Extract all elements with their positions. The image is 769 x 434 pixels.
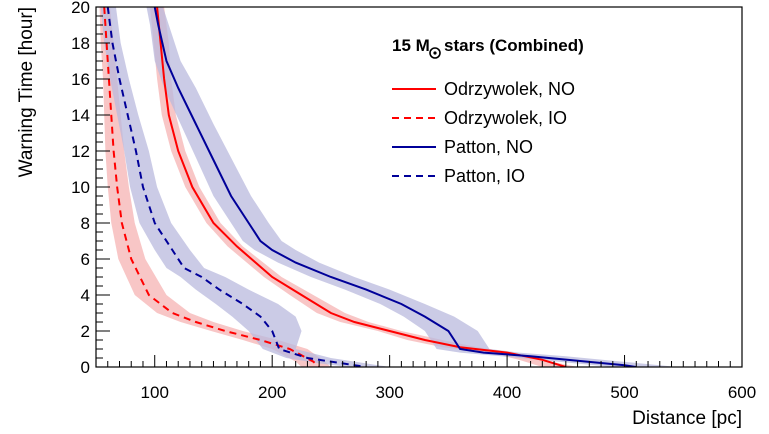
legend-label-patton-io: Patton, IO	[444, 166, 525, 186]
legend: 15 M stars (Combined) Odrzywolek, NOOdrz…	[392, 36, 584, 186]
line-patton-io	[106, 7, 367, 367]
tick-labels: 100 200 300 400 500 600 0 2 4 6 8 10 12 14 16 18 20	[71, 0, 756, 402]
legend-label-patton-no: Patton, NO	[444, 137, 533, 157]
y-axis-title: Warning Time [hour]	[16, 7, 37, 177]
uncertainty-bands	[99, 7, 678, 367]
y-tick-label: 4	[81, 286, 90, 305]
series-lines	[103, 7, 637, 367]
line-odrzywolek-no	[156, 7, 567, 367]
y-tick-label: 16	[71, 70, 90, 89]
y-tick-label: 20	[71, 0, 90, 17]
y-tick-label: 6	[81, 250, 90, 269]
legend-label-odrzywolek-io: Odrzywolek, IO	[444, 108, 567, 128]
axis-ticks	[95, 6, 743, 368]
x-axis-title: Distance [pc]	[632, 408, 742, 429]
x-tick-label: 600	[728, 383, 756, 402]
x-tick-label: 100	[141, 383, 169, 402]
legend-title: 15 M stars (Combined)	[392, 36, 584, 59]
legend-title-prefix: 15 M	[392, 36, 430, 55]
y-tick-label: 18	[71, 34, 90, 53]
legend-entries: Odrzywolek, NO Odrzywolek, IO Patton, NO Pa…	[392, 79, 575, 186]
y-tick-label: 8	[81, 214, 90, 233]
sun-symbol-icon	[429, 47, 441, 59]
x-tick-label: 500	[610, 383, 638, 402]
y-tick-label: 0	[81, 358, 90, 377]
x-tick-label: 300	[375, 383, 403, 402]
y-tick-label: 10	[71, 178, 90, 197]
y-tick-label: 12	[71, 142, 90, 161]
x-tick-label: 400	[493, 383, 521, 402]
band-patton-io	[100, 7, 390, 367]
line-odrzywolek-io	[103, 7, 320, 367]
y-tick-label: 14	[71, 106, 90, 125]
legend-label-odrzywolek-no: Odrzywolek, NO	[444, 79, 575, 99]
y-tick-label: 2	[81, 322, 90, 341]
line-patton-no	[153, 7, 637, 367]
legend-title-suffix: stars (Combined)	[444, 36, 584, 55]
x-tick-label: 200	[258, 383, 286, 402]
